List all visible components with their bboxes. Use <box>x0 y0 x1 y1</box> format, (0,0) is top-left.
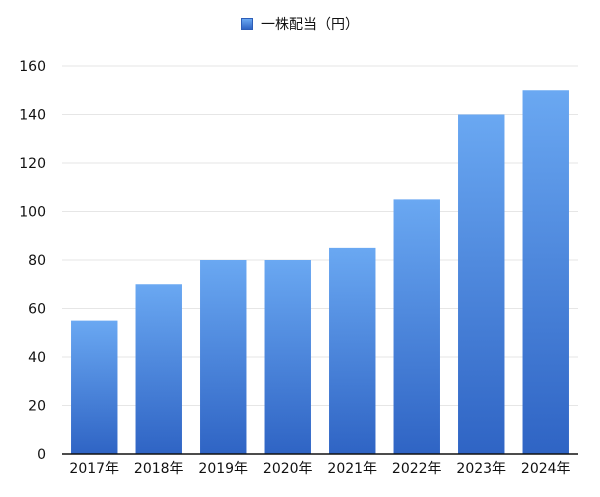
y-tick-label: 120 <box>19 156 46 172</box>
bar <box>458 114 505 454</box>
x-tick-label: 2018年 <box>134 461 184 477</box>
bar <box>264 260 311 454</box>
x-axis-tick-labels: 2017年 2018年 2019年 2020年 2021年 2022年 2023年 2024年 <box>69 461 570 477</box>
y-tick-label: 140 <box>19 108 46 124</box>
bars <box>71 90 569 454</box>
bar <box>71 320 118 454</box>
x-tick-label: 2017年 <box>69 461 119 477</box>
legend: 一株配当（円） <box>0 14 600 34</box>
bar <box>200 260 247 454</box>
x-tick-label: 2022年 <box>392 461 442 477</box>
legend-swatch <box>241 18 253 30</box>
y-tick-label: 20 <box>28 399 46 415</box>
y-tick-label: 160 <box>19 59 46 75</box>
x-tick-label: 2021年 <box>327 461 377 477</box>
y-tick-label: 100 <box>19 205 46 221</box>
y-tick-label: 0 <box>37 447 46 463</box>
bar <box>135 284 182 454</box>
x-tick-label: 2019年 <box>198 461 248 477</box>
legend-label: 一株配当（円） <box>261 17 359 33</box>
y-tick-label: 40 <box>28 350 46 366</box>
x-tick-label: 2023年 <box>456 461 506 477</box>
x-tick-label: 2024年 <box>521 461 571 477</box>
bar <box>522 90 569 454</box>
y-tick-label: 60 <box>28 302 46 318</box>
x-tick-label: 2020年 <box>263 461 313 477</box>
y-axis-tick-labels: 0 20 40 60 80 100 120 140 160 <box>19 59 46 463</box>
y-tick-label: 80 <box>28 253 46 269</box>
bar <box>393 199 440 454</box>
bar <box>329 247 376 454</box>
